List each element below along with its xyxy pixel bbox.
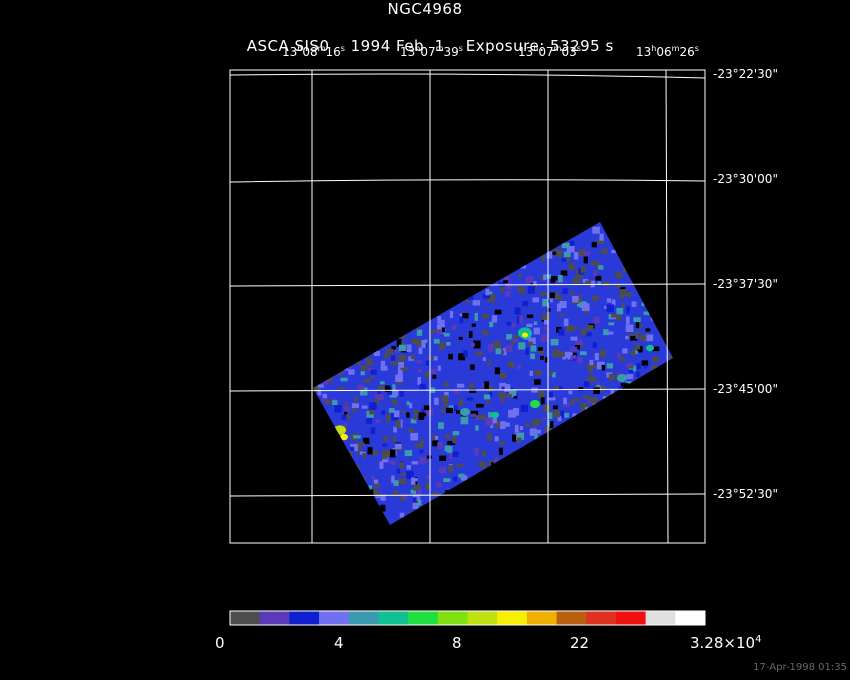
ra-tick-label: 13h07m03s [518, 44, 581, 59]
colorbar-swatch [645, 611, 676, 625]
colorbar-swatch [348, 611, 379, 625]
dec-tick-label: -23°22'30" [713, 67, 778, 81]
dec-tick-label: -23°45'00" [713, 382, 778, 396]
colorbar-label: 0 [215, 634, 225, 652]
plot-frame [229, 69, 706, 544]
colorbar-label: 4 [334, 634, 344, 652]
colorbar-swatch [467, 611, 498, 625]
colorbar [229, 610, 706, 626]
exposure-label: Exposure: 53295 s [465, 37, 614, 55]
dec-tick-label: -23°52'30" [713, 487, 778, 501]
colorbar-swatch [230, 611, 261, 625]
instrument-label: ASCA SIS0 [246, 37, 330, 55]
colorbar-label: 8 [452, 634, 462, 652]
image-title: NGC4968 [387, 0, 463, 18]
colorbar-swatch [586, 611, 617, 625]
colorbar-swatch [675, 611, 706, 625]
ra-tick-label: 13h06m26s [636, 44, 699, 59]
observation-date: 1994 Feb 1 [350, 37, 445, 55]
ra-tick-label: 13h08m16s [282, 44, 345, 59]
colorbar-swatch [437, 611, 468, 625]
timestamp: 17-Apr-1998 01:35 [753, 662, 847, 673]
colorbar-swatch [526, 611, 558, 625]
colorbar-swatch [319, 611, 350, 625]
dec-tick-label: -23°37'30" [713, 277, 778, 291]
colorbar-swatch [259, 611, 290, 625]
colorbar-swatch [615, 611, 647, 625]
ra-tick-label: 13h07m39s [400, 44, 463, 59]
colorbar-label: 22 [570, 634, 590, 652]
colorbar-swatch [556, 611, 587, 625]
colorbar-swatch [378, 611, 409, 625]
colorbar-label: 3.28×104 [690, 634, 762, 652]
observation-info: ASCA SIS0 1994 Feb 1 Exposure: 53295 s [0, 19, 850, 55]
colorbar-swatch [497, 611, 528, 625]
colorbar-swatch [408, 611, 439, 625]
dec-tick-label: -23°30'00" [713, 172, 778, 186]
detector-field [313, 222, 673, 525]
colorbar-swatch [289, 611, 320, 625]
